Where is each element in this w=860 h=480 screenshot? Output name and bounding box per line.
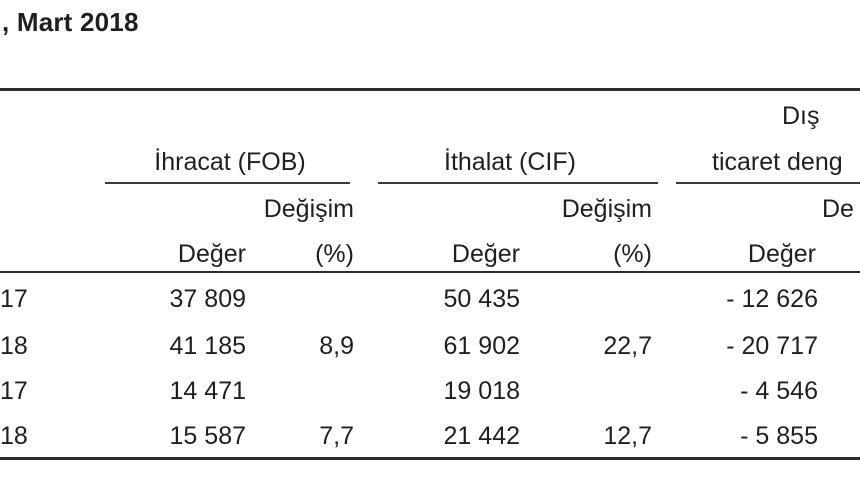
row-year: 17 bbox=[0, 285, 28, 313]
trade-balance-cell: - 20 717 bbox=[726, 332, 818, 360]
imports-value-cell: 19 018 bbox=[443, 377, 520, 405]
imports-value-cell: 50 435 bbox=[443, 285, 520, 313]
row-year: 18 bbox=[0, 332, 28, 360]
table-header-rule bbox=[0, 271, 860, 273]
table-bottom-rule bbox=[0, 457, 860, 460]
table-title: , Mart 2018 bbox=[2, 7, 139, 37]
exports-pct-header: (%) bbox=[315, 240, 354, 268]
row-year: 18 bbox=[0, 422, 28, 450]
imports-pct-header: (%) bbox=[613, 240, 652, 268]
imports-value-header: Değer bbox=[451, 240, 520, 268]
trade-balance-header-line2: ticaret deng bbox=[712, 148, 843, 176]
exports-change-header: Değişim bbox=[263, 195, 354, 223]
imports-pct-cell: 12,7 bbox=[603, 422, 652, 450]
imports-group-underline bbox=[378, 182, 658, 184]
trade-balance-group-underline bbox=[676, 182, 860, 184]
exports-pct-cell: 7,7 bbox=[319, 422, 354, 450]
trade-balance-cell: - 4 546 bbox=[740, 377, 818, 405]
exports-value-cell: 37 809 bbox=[169, 285, 246, 313]
trade-balance-cell: - 12 626 bbox=[726, 285, 818, 313]
table-top-rule bbox=[0, 88, 860, 91]
exports-value-cell: 15 587 bbox=[169, 422, 246, 450]
imports-pct-cell: 22,7 bbox=[603, 332, 652, 360]
exports-value-cell: 41 185 bbox=[169, 332, 246, 360]
imports-value-cell: 21 442 bbox=[443, 422, 520, 450]
exports-group-header: İhracat (FOB) bbox=[154, 148, 306, 176]
exports-value-cell: 14 471 bbox=[169, 377, 246, 405]
trade-balance-cell: - 5 855 bbox=[740, 422, 818, 450]
imports-value-cell: 61 902 bbox=[443, 332, 520, 360]
exports-group-underline bbox=[105, 182, 350, 184]
trade-balance-header-line1: Dış bbox=[782, 102, 820, 130]
imports-change-header: Değişim bbox=[561, 195, 652, 223]
trade-value-header: Değer bbox=[747, 240, 816, 268]
exports-pct-cell: 8,9 bbox=[319, 332, 354, 360]
imports-group-header: İthalat (CIF) bbox=[444, 148, 576, 176]
row-year: 17 bbox=[0, 377, 28, 405]
trade-change-header: De bbox=[822, 195, 854, 223]
exports-value-header: Değer bbox=[177, 240, 246, 268]
